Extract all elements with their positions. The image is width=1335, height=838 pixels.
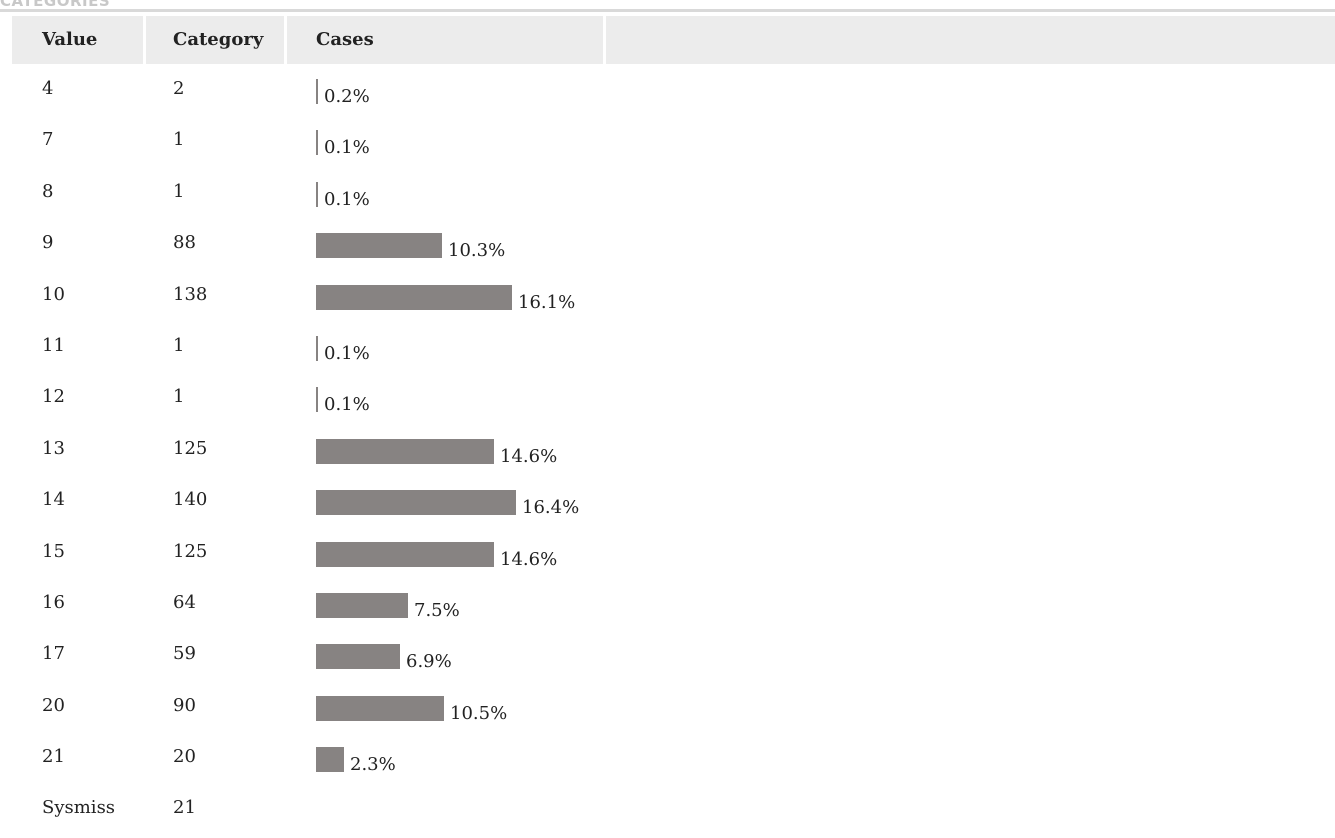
cases-percent: 10.3% — [448, 240, 506, 262]
cases-percent: 0.1% — [324, 188, 370, 210]
table-row: 11 1 0.1% — [0, 324, 1335, 375]
row-value: 7 — [42, 129, 54, 151]
row-category: 1 — [173, 129, 185, 151]
row-category: 138 — [173, 283, 208, 305]
row-value: 15 — [42, 540, 65, 562]
row-value: 9 — [42, 232, 54, 254]
table-row: 7 1 0.1% — [0, 118, 1335, 169]
cases-bar — [316, 592, 408, 618]
row-value: 4 — [42, 78, 54, 99]
cases-bar — [316, 541, 494, 567]
cases-percent: 2.3% — [350, 754, 396, 776]
row-value: 17 — [42, 643, 65, 665]
table-row: Sysmiss 21 — [0, 786, 1335, 837]
row-value: 10 — [42, 283, 65, 305]
table-row: 15 125 14.6% — [0, 530, 1335, 581]
cases-bar — [316, 233, 442, 259]
row-value: 11 — [42, 334, 65, 356]
table-row: 16 64 7.5% — [0, 581, 1335, 632]
table-row: 21 20 2.3% — [0, 735, 1335, 786]
cases-bar — [316, 130, 318, 156]
cases-bar — [316, 747, 344, 773]
row-category: 1 — [173, 334, 185, 356]
cases-percent: 16.1% — [518, 291, 576, 313]
row-category: 125 — [173, 437, 208, 459]
cases-bar — [316, 695, 444, 721]
row-value: 16 — [42, 591, 65, 613]
table-row: 12 1 0.1% — [0, 375, 1335, 426]
table-body: 4 2 0.2% 7 1 0.1% 8 1 0.1% 9 88 10.3% 10 138 16.1% 11 1 0… — [0, 67, 1335, 838]
row-category: 59 — [173, 643, 196, 665]
cases-percent: 14.6% — [500, 548, 558, 570]
cases-percent: 0.1% — [324, 394, 370, 416]
row-value: 14 — [42, 489, 65, 511]
row-category: 64 — [173, 591, 196, 613]
table-row: 17 59 6.9% — [0, 632, 1335, 683]
row-category: 21 — [173, 797, 196, 819]
cases-bar — [316, 387, 318, 413]
table-header: Value Category Cases — [12, 16, 1335, 64]
header-cases: Cases — [287, 16, 603, 64]
cases-percent: 16.4% — [522, 497, 580, 519]
row-value: Sysmiss — [42, 797, 116, 819]
cases-bar — [316, 438, 494, 464]
table-row: 14 140 16.4% — [0, 478, 1335, 529]
row-category: 140 — [173, 489, 208, 511]
row-category: 20 — [173, 746, 196, 768]
cases-percent: 6.9% — [406, 651, 452, 673]
header-category: Category — [146, 16, 284, 64]
row-value: 13 — [42, 437, 65, 459]
cases-percent: 10.5% — [450, 702, 508, 724]
title-rule — [0, 9, 1335, 12]
table-row: 4 2 0.2% — [0, 67, 1335, 118]
cases-percent: 0.1% — [324, 342, 370, 364]
cases-bar — [316, 181, 318, 207]
row-category: 88 — [173, 232, 196, 254]
cases-bar — [316, 335, 318, 361]
cases-percent: 0.2% — [324, 86, 370, 107]
cases-percent: 0.1% — [324, 137, 370, 159]
row-category: 125 — [173, 540, 208, 562]
cases-percent: 14.6% — [500, 445, 558, 467]
header-blank — [606, 16, 1335, 64]
row-value: 8 — [42, 180, 54, 202]
table-row: 20 90 10.5% — [0, 684, 1335, 735]
row-value: 20 — [42, 694, 65, 716]
row-category: 2 — [173, 78, 185, 99]
row-category: 1 — [173, 180, 185, 202]
table-row: 9 88 10.3% — [0, 221, 1335, 272]
cases-bar — [316, 284, 512, 310]
row-category: 1 — [173, 386, 185, 408]
cases-percent: 7.5% — [414, 599, 460, 621]
cases-bar — [316, 79, 318, 104]
row-category: 90 — [173, 694, 196, 716]
row-value: 21 — [42, 746, 65, 768]
section-title: CATEGORIES — [0, 0, 111, 10]
table-row: 10 138 16.1% — [0, 273, 1335, 324]
table-row: 13 125 14.6% — [0, 427, 1335, 478]
cases-bar — [316, 490, 516, 516]
header-value: Value — [12, 16, 143, 64]
row-value: 12 — [42, 386, 65, 408]
table-row: 8 1 0.1% — [0, 170, 1335, 221]
cases-bar — [316, 644, 400, 670]
